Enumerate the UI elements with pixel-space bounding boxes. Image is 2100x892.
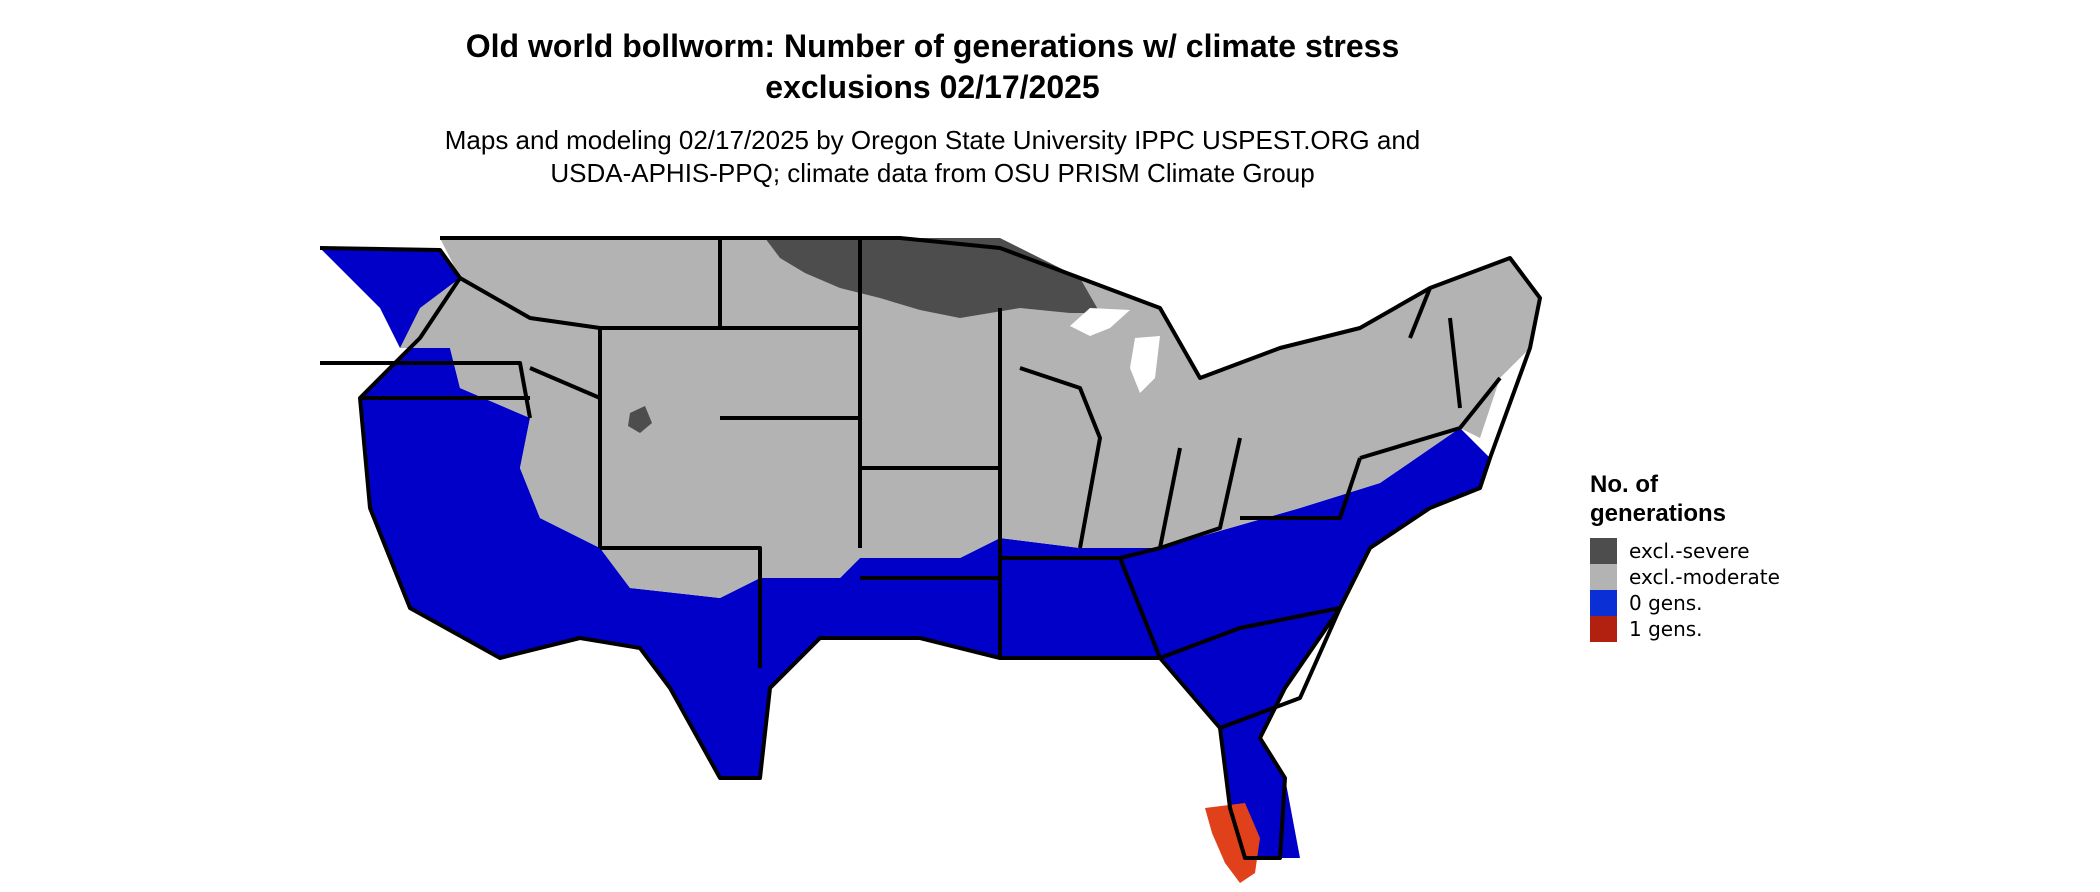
legend-title: No. of generations [1590, 470, 1780, 528]
legend: No. of generations excl.-severe excl.-mo… [1590, 470, 1780, 642]
legend-label-1-gens: 1 gens. [1629, 617, 1703, 641]
legend-item-1-gens: 1 gens. [1590, 616, 1780, 642]
state-borders [319, 236, 1542, 860]
legend-swatch-excl-moderate [1590, 564, 1617, 590]
legend-swatch-1-gens [1590, 616, 1617, 642]
map-subtitle-line-2: USDA-APHIS-PPQ; climate data from OSU PR… [550, 158, 1315, 188]
zone-1-gens-florida [1205, 803, 1260, 883]
zone-excl-severe [765, 238, 1100, 318]
map-subtitle: Maps and modeling 02/17/2025 by Oregon S… [0, 124, 1865, 190]
map-title-line-1: Old world bollworm: Number of generation… [465, 28, 1400, 64]
zone-excl-severe-wyoming-patch [628, 406, 652, 433]
map-title-line-2: exclusions 02/17/2025 [765, 69, 1100, 105]
great-lakes-water [1070, 308, 1160, 393]
legend-swatch-excl-severe [1590, 538, 1617, 564]
us-generations-map [319, 236, 1542, 883]
legend-item-excl-moderate: excl.-moderate [1590, 564, 1780, 590]
map-subtitle-line-1: Maps and modeling 02/17/2025 by Oregon S… [444, 125, 1421, 155]
legend-title-line-2: generations [1590, 500, 1727, 527]
map-title: Old world bollworm: Number of generation… [0, 26, 1865, 108]
legend-label-excl-severe: excl.-severe [1629, 539, 1750, 563]
legend-label-excl-moderate: excl.-moderate [1629, 565, 1780, 589]
legend-item-excl-severe: excl.-severe [1590, 538, 1780, 564]
legend-label-0-gens: 0 gens. [1629, 591, 1703, 615]
legend-swatch-0-gens [1590, 590, 1617, 616]
legend-items: excl.-severe excl.-moderate 0 gens. 1 ge… [1590, 538, 1780, 642]
legend-item-0-gens: 0 gens. [1590, 590, 1780, 616]
legend-title-line-1: No. of [1590, 471, 1658, 498]
